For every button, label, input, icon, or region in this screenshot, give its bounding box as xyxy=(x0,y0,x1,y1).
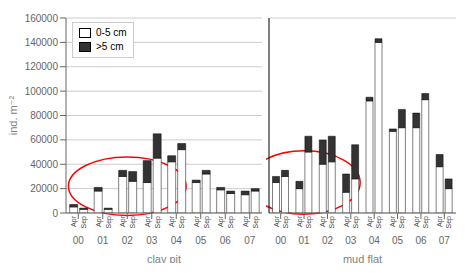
svg-text:Sep: Sep xyxy=(178,216,186,229)
svg-text:Sep: Sep xyxy=(445,216,453,229)
svg-text:Sep: Sep xyxy=(203,216,211,229)
svg-text:160000: 160000 xyxy=(25,13,59,24)
svg-text:07: 07 xyxy=(439,235,451,246)
svg-text:mud flat: mud flat xyxy=(343,253,382,263)
svg-text:Sep: Sep xyxy=(282,216,290,229)
svg-text:20000: 20000 xyxy=(30,183,58,194)
html-text:0-5 cm: 0-5 cm xyxy=(96,27,127,38)
svg-text:120000: 120000 xyxy=(25,61,59,72)
svg-text:00: 00 xyxy=(275,235,287,246)
svg-text:Apr: Apr xyxy=(319,215,327,227)
svg-text:06: 06 xyxy=(220,235,232,246)
svg-text:05: 05 xyxy=(195,235,207,246)
svg-text:Apr: Apr xyxy=(119,215,127,227)
svg-text:01: 01 xyxy=(299,235,311,246)
svg-text:100000: 100000 xyxy=(25,86,59,97)
svg-text:Apr: Apr xyxy=(144,215,152,227)
svg-text:Sep: Sep xyxy=(129,216,137,229)
svg-text:60000: 60000 xyxy=(30,134,58,145)
svg-text:06: 06 xyxy=(415,235,427,246)
svg-text:03: 03 xyxy=(345,235,357,246)
svg-text:Apr: Apr xyxy=(366,215,374,227)
svg-text:clay pit: clay pit xyxy=(147,253,181,263)
svg-text:Apr: Apr xyxy=(296,215,304,227)
svg-text:Sep: Sep xyxy=(352,216,360,229)
svg-text:02: 02 xyxy=(122,235,134,246)
svg-text:Sep: Sep xyxy=(252,216,260,229)
svg-text:04: 04 xyxy=(369,235,381,246)
svg-text:Apr: Apr xyxy=(436,215,444,227)
svg-text:07: 07 xyxy=(244,235,256,246)
svg-text:Sep: Sep xyxy=(227,216,235,229)
svg-text:Apr: Apr xyxy=(343,215,351,227)
svg-text:40000: 40000 xyxy=(30,159,58,170)
svg-text:80000: 80000 xyxy=(30,110,58,121)
svg-text:Sep: Sep xyxy=(375,216,383,229)
svg-text:Apr: Apr xyxy=(413,215,421,227)
svg-text:Apr: Apr xyxy=(217,215,225,227)
svg-text:00: 00 xyxy=(73,235,85,246)
svg-text:Sep: Sep xyxy=(398,216,406,229)
svg-text:Sep: Sep xyxy=(105,216,113,229)
svg-text:Apr: Apr xyxy=(193,215,201,227)
svg-text:0: 0 xyxy=(52,208,58,219)
svg-text:02: 02 xyxy=(322,235,334,246)
html-text:>5 cm: >5 cm xyxy=(96,41,124,52)
svg-text:Sep: Sep xyxy=(305,216,313,229)
svg-text:Apr: Apr xyxy=(273,215,281,227)
svg-text:Sep: Sep xyxy=(328,216,336,229)
svg-text:Apr: Apr xyxy=(95,215,103,227)
svg-text:Apr: Apr xyxy=(242,215,250,227)
svg-text:03: 03 xyxy=(146,235,158,246)
svg-text:Apr: Apr xyxy=(389,215,397,227)
svg-text:04: 04 xyxy=(171,235,183,246)
svg-text:Apr: Apr xyxy=(70,215,78,227)
svg-text:01: 01 xyxy=(97,235,109,246)
svg-text:05: 05 xyxy=(392,235,404,246)
svg-text:Apr: Apr xyxy=(168,215,176,227)
svg-text:ind. m⁻²: ind. m⁻² xyxy=(8,95,19,135)
svg-text:Sep: Sep xyxy=(422,216,430,229)
svg-text:Sep: Sep xyxy=(80,216,88,229)
svg-text:140000: 140000 xyxy=(25,37,59,48)
svg-text:Sep: Sep xyxy=(154,216,162,229)
